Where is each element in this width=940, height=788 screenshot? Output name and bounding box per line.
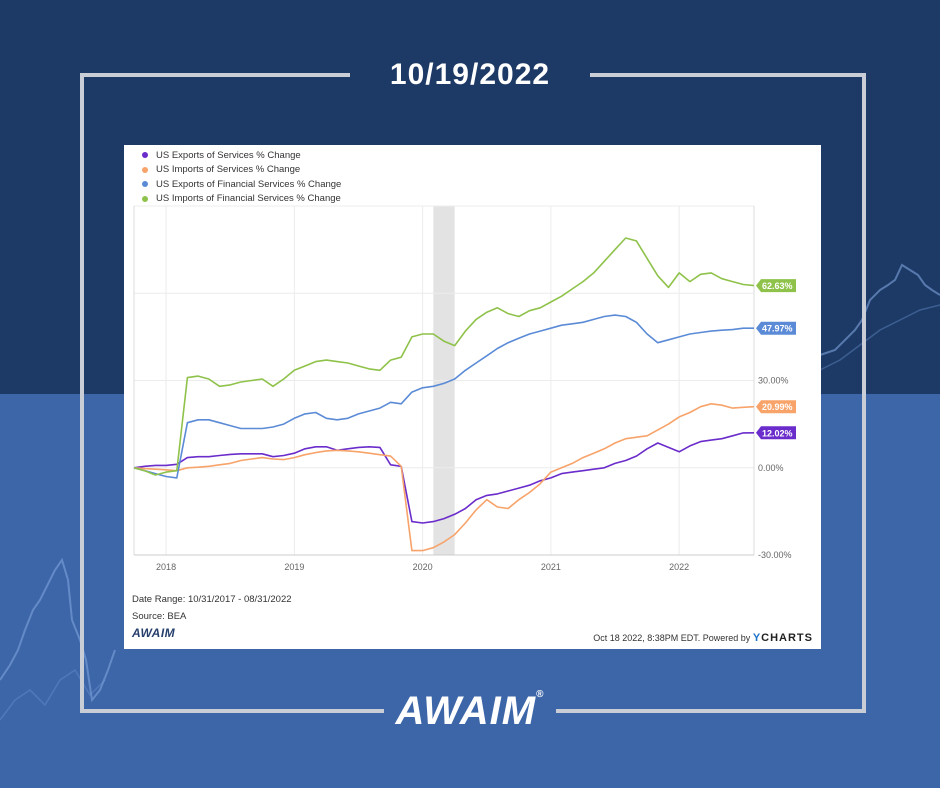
- legend-item: US Imports of Financial Services % Chang…: [142, 192, 341, 207]
- chart-card: 2018 2019 2020 2021 2022 -30.00% 0.00% 30.00% 12…: [124, 145, 821, 649]
- legend-item: US Imports of Services % Change: [142, 163, 341, 178]
- x-tick-label: 2021: [541, 562, 561, 572]
- brand-logo-plate: AWAIM®: [384, 686, 556, 736]
- series-end-label: 12.02%: [762, 428, 793, 438]
- legend-item: US Exports of Financial Services % Chang…: [142, 177, 341, 192]
- series-end-label: 20.99%: [762, 402, 793, 412]
- chart-legend: US Exports of Services % Change US Import…: [142, 148, 341, 206]
- date-range-text: Date Range: 10/31/2017 - 08/31/2022: [132, 594, 292, 605]
- legend-marker: [142, 181, 148, 188]
- y-tick-label: 30.00%: [758, 376, 789, 386]
- card-logo: AWAIM: [132, 626, 176, 640]
- x-tick-label: 2019: [284, 562, 304, 572]
- source-text: Source: BEA: [132, 611, 187, 622]
- legend-item: US Exports of Services % Change: [142, 148, 341, 163]
- series-end-label: 47.97%: [762, 324, 793, 334]
- series-end-label-bg: [756, 321, 796, 335]
- date-title: 10/19/2022: [389, 58, 551, 91]
- x-tick-label: 2020: [413, 562, 433, 572]
- date-plate: 10/19/2022: [350, 50, 590, 100]
- legend-label: US Exports of Financial Services % Chang…: [156, 178, 342, 190]
- ycharts-logo: YCHARTS: [753, 632, 813, 644]
- x-tick-label: 2018: [156, 562, 176, 572]
- chart-plot: 2018 2019 2020 2021 2022 -30.00% 0.00% 30.00% 12…: [133, 205, 796, 572]
- brand-logo-registered: ®: [536, 688, 545, 700]
- series-line: [133, 432, 755, 524]
- series-end-label-bg: [756, 400, 796, 414]
- series-line: [133, 402, 755, 552]
- y-tick-label: 0.00%: [758, 463, 784, 473]
- legend-label: US Imports of Financial Services % Chang…: [156, 193, 341, 205]
- powered-by-text: Oct 18 2022, 8:38PM EDT. Powered by YCHA…: [593, 632, 813, 644]
- legend-marker: [142, 166, 148, 173]
- legend-label: US Exports of Services % Change: [156, 149, 301, 161]
- ycharts-logo-rest: CHARTS: [761, 632, 813, 644]
- series-end-label-bg: [756, 279, 796, 293]
- ycharts-logo-y: Y: [752, 632, 762, 644]
- x-tick-label: 2022: [669, 562, 689, 572]
- series-line: [133, 314, 754, 479]
- legend-marker: [142, 195, 148, 202]
- y-tick-label: -30.00%: [758, 550, 792, 560]
- legend-label: US Imports of Services % Change: [156, 164, 301, 176]
- powered-prefix: Oct 18 2022, 8:38PM EDT. Powered by: [593, 633, 753, 643]
- brand-logo: AWAIM®: [396, 689, 545, 734]
- brand-logo-text: AWAIM: [395, 688, 537, 733]
- series-end-label: 62.63%: [762, 281, 793, 291]
- legend-marker: [142, 152, 148, 159]
- series-line: [133, 237, 755, 476]
- series-end-label-bg: [756, 426, 796, 440]
